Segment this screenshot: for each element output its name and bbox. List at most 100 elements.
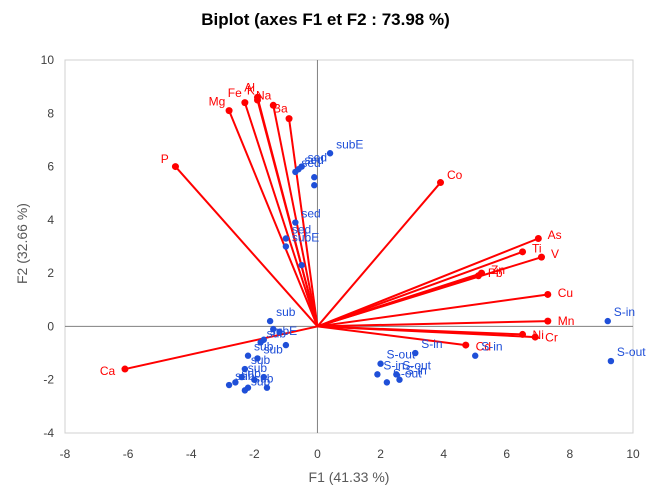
- variable-label: Ni: [533, 328, 544, 342]
- variable-label: Cd: [476, 339, 491, 353]
- observation-point: [472, 352, 479, 359]
- variable-endpoint: [544, 317, 552, 325]
- variable-vector: [317, 250, 523, 328]
- observation-point: [254, 355, 261, 362]
- variable-vector: [317, 237, 539, 328]
- variable-vector: [228, 110, 319, 327]
- observation-label: sub: [263, 342, 283, 356]
- observation-point: [241, 387, 249, 394]
- variable-endpoint: [537, 253, 545, 261]
- observation-point: [266, 317, 274, 325]
- observation-point: [374, 371, 381, 378]
- variable-label: Zn: [491, 263, 505, 277]
- x-tick-label: 8: [567, 447, 574, 461]
- y-tick-label: -2: [43, 373, 54, 387]
- y-tick-label: -4: [43, 426, 54, 440]
- observation-point: [393, 371, 400, 378]
- observation-point: [396, 376, 403, 383]
- observation-point: [292, 168, 299, 176]
- observation-point: [298, 261, 305, 269]
- variable-label: Ti: [532, 241, 542, 255]
- observation-label: sub: [254, 372, 274, 386]
- observation-label: sub: [254, 340, 274, 354]
- observation-label: S-out: [393, 366, 422, 380]
- observation-label: S-in: [383, 358, 404, 372]
- observation-point: [292, 219, 299, 226]
- variable-endpoint: [171, 163, 179, 171]
- observation-point: [326, 150, 334, 157]
- variable-label: Mg: [209, 94, 226, 108]
- observation-label: S-in: [421, 337, 442, 351]
- observation-point: [604, 317, 611, 325]
- observation-point: [311, 174, 318, 181]
- variable-vector: [317, 320, 548, 328]
- variable-endpoint: [241, 99, 249, 107]
- observation-label: S-out: [402, 358, 431, 372]
- observation-label: sub: [248, 361, 268, 375]
- y-tick-label: 0: [47, 319, 54, 333]
- observation-point: [282, 243, 290, 250]
- variable-endpoint: [225, 107, 233, 115]
- x-tick-label: -2: [249, 447, 260, 461]
- chart-title: Biplot (axes F1 et F2 : 73.98 %): [201, 10, 450, 29]
- y-tick-label: 6: [47, 160, 54, 174]
- observation-label: sub: [241, 366, 261, 380]
- variable-vector: [256, 97, 319, 327]
- variable-label: Ca: [100, 364, 116, 378]
- observation-label: sed: [305, 153, 324, 167]
- variable-vector: [316, 181, 442, 328]
- observation-label: subE: [270, 324, 297, 338]
- observation-point: [232, 379, 239, 386]
- x-tick-label: 10: [626, 447, 640, 461]
- variable-vector: [272, 105, 319, 327]
- y-tick-label: 8: [47, 106, 54, 120]
- observation-point: [383, 379, 391, 386]
- observation-label: S-in: [614, 305, 635, 319]
- observation-point: [263, 384, 271, 391]
- observation-label: S-in: [405, 364, 426, 378]
- observation-label: subE: [292, 231, 319, 245]
- observation-point: [260, 373, 267, 381]
- observation-point: [607, 357, 615, 365]
- variable-label: Al: [244, 81, 255, 95]
- y-axis-title: F2 (32.66 %): [14, 203, 30, 284]
- observation-label: sub: [267, 326, 287, 340]
- observation-point: [257, 339, 264, 346]
- x-tick-label: -4: [186, 447, 197, 461]
- variable-vector: [243, 102, 319, 327]
- observation-point: [270, 325, 277, 333]
- observation-point: [377, 360, 384, 367]
- variable-label: Fe: [228, 86, 242, 100]
- variable-label: Na: [256, 88, 272, 102]
- x-tick-label: 0: [314, 447, 321, 461]
- observation-point: [241, 365, 249, 373]
- observation-label: sed: [292, 223, 311, 237]
- observation-label: sub: [251, 353, 271, 367]
- observation-label: S-in: [481, 340, 502, 354]
- x-tick-label: 6: [503, 447, 510, 461]
- variable-vector: [288, 118, 319, 327]
- variable-endpoint: [285, 115, 293, 123]
- variable-vector: [317, 325, 466, 347]
- observation-point: [412, 349, 419, 357]
- observation-label: sed: [301, 156, 320, 170]
- observation-point: [282, 341, 290, 349]
- x-tick-label: 2: [377, 447, 384, 461]
- variable-endpoint: [121, 365, 129, 373]
- variable-endpoint: [474, 272, 482, 280]
- variable-vector: [317, 274, 479, 328]
- x-tick-label: -6: [123, 447, 134, 461]
- observation-point: [251, 376, 258, 383]
- observation-label: sed: [308, 151, 327, 165]
- variable-vector: [124, 325, 318, 371]
- variable-label: P: [161, 152, 169, 166]
- variable-vector: [317, 293, 548, 328]
- x-tick-label: -8: [60, 447, 71, 461]
- observation-point: [282, 235, 290, 242]
- variable-vector: [317, 325, 536, 339]
- observation-point: [276, 328, 283, 335]
- observation-label: sub: [276, 305, 296, 319]
- variable-label: K: [247, 83, 255, 97]
- variable-label: V: [551, 247, 559, 261]
